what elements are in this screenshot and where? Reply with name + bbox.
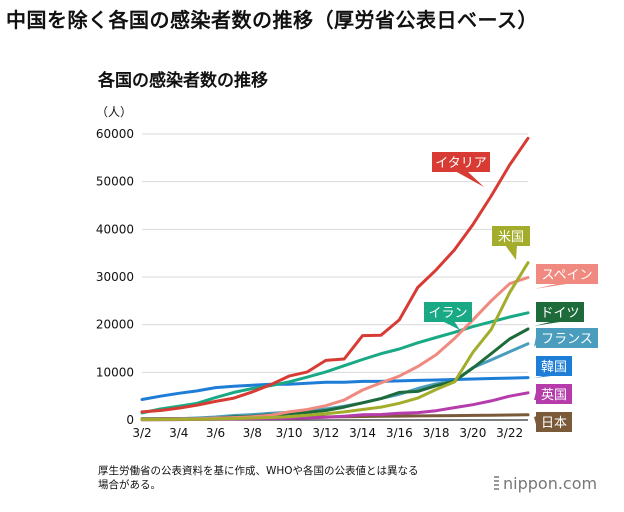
series-label: イラン — [428, 306, 467, 321]
y-tick-label: 10000 — [96, 365, 134, 379]
series-label-box — [536, 302, 584, 322]
x-tick-label: 3/10 — [276, 426, 303, 440]
series-line — [140, 261, 530, 422]
series-label-box — [536, 384, 572, 404]
y-tick-label: 30000 — [96, 270, 134, 284]
series-label: 英国 — [541, 388, 567, 403]
chart-title: 各国の感染者数の推移 — [98, 71, 268, 91]
series-label-box — [536, 328, 598, 348]
series-label-box — [536, 264, 598, 284]
brand-text: nippon.com — [503, 474, 598, 493]
x-tick-label: 3/16 — [386, 426, 413, 440]
series-label-box — [432, 152, 490, 172]
y-tick-label: 40000 — [96, 222, 134, 236]
x-tick-label: 3/22 — [496, 426, 523, 440]
series-label-pointer — [534, 321, 566, 326]
y-tick-labels: 0 10000 20000 30000 40000 50000 60000 — [96, 127, 134, 427]
x-tick-labels: 3/2 3/4 3/6 3/8 3/10 3/12 3/14 3/16 3/18 3/20 3/22 — [132, 426, 523, 440]
brand-mark-icon — [494, 476, 499, 490]
series-lines — [140, 136, 530, 422]
y-tick-label: 20000 — [96, 318, 134, 332]
series-label-pointer — [442, 321, 460, 330]
series-label-pointer — [534, 283, 573, 289]
series-label: 米国 — [498, 230, 524, 245]
series-label: 日本 — [541, 416, 567, 431]
series-line — [140, 276, 530, 421]
series-label-box — [492, 226, 530, 246]
series-label: 韓国 — [541, 360, 567, 375]
series-label-pointer — [455, 171, 484, 187]
series-line — [140, 311, 530, 415]
y-tick-label: 50000 — [96, 175, 134, 189]
page-title: 中国を除く各国の感染者数の推移（厚労省公表日ベース） — [6, 8, 538, 32]
series-line — [140, 376, 530, 401]
gridlines — [142, 133, 528, 421]
series-label: フランス — [541, 332, 593, 347]
series-label: ドイツ — [540, 306, 579, 321]
y-tick-label: 60000 — [96, 127, 134, 141]
series-line — [140, 136, 530, 414]
series-label-box — [536, 356, 572, 376]
x-tick-label: 3/20 — [459, 426, 486, 440]
series-label: イタリア — [435, 156, 486, 171]
x-tick-label: 3/8 — [243, 426, 262, 440]
x-tick-label: 3/2 — [132, 426, 151, 440]
x-tick-label: 3/18 — [423, 426, 450, 440]
x-tick-label: 3/14 — [349, 426, 376, 440]
x-tick-label: 3/4 — [169, 426, 188, 440]
x-tick-label: 3/6 — [206, 426, 225, 440]
y-tick-label: 0 — [126, 413, 134, 427]
source-note: 厚生労働省の公表資料を基に作成、WHOや各国の公表値とは異なる場合がある。 — [98, 465, 419, 491]
series-label-pointer — [505, 245, 517, 260]
series-label: スペイン — [541, 268, 592, 283]
series-label-box — [536, 412, 572, 432]
x-tick-label: 3/12 — [312, 426, 339, 440]
y-axis-unit-label: （人） — [96, 105, 132, 119]
brand-logo[interactable]: nippon.com — [494, 474, 597, 493]
series-label-box — [424, 302, 472, 322]
